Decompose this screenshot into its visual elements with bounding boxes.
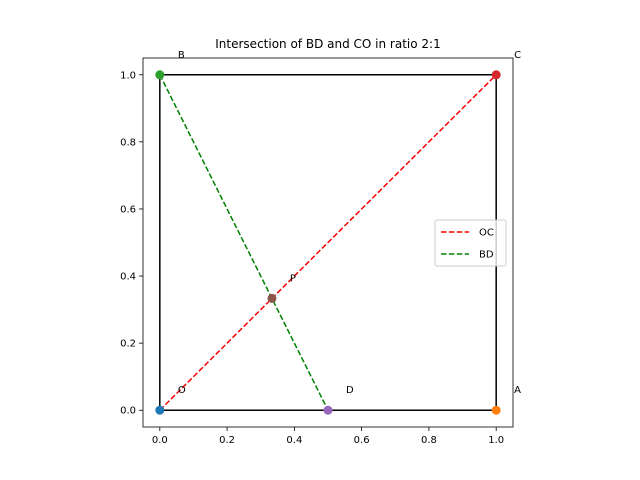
y-axis: 0.0 0.2 0.4 0.6 0.8 1.0 [120, 70, 143, 417]
legend-label-oc: OC [479, 228, 494, 239]
point-a [491, 405, 501, 415]
y-tick-label: 0.4 [120, 272, 136, 283]
point-b [155, 70, 165, 80]
point-d [323, 405, 333, 415]
point-label-c: C [514, 50, 521, 61]
series-bd-line [159, 74, 329, 411]
point-label-p: P [290, 273, 296, 284]
point-label-b: B [178, 50, 185, 61]
plot-area: O A B C D P [155, 50, 521, 415]
y-tick-label: 0.8 [120, 137, 136, 148]
point-label-o: O [178, 385, 186, 396]
y-tick-label: 0.6 [120, 204, 136, 215]
chart-title: Intersection of BD and CO in ratio 2:1 [215, 37, 440, 51]
legend-box [434, 219, 507, 267]
y-tick-label: 1.0 [120, 70, 136, 81]
point-p [267, 293, 277, 303]
point-label-d: D [346, 385, 354, 396]
y-tick-label: 0.2 [120, 339, 136, 350]
point-o [155, 405, 165, 415]
x-tick-label: 0.8 [421, 435, 437, 446]
x-axis: 0.0 0.2 0.4 0.6 0.8 1.0 [152, 427, 504, 446]
x-tick-label: 0.4 [286, 435, 302, 446]
series-oc-line [159, 74, 497, 411]
x-tick-label: 0.2 [219, 435, 235, 446]
y-tick-label: 0.0 [120, 406, 136, 417]
x-tick-label: 0.0 [152, 435, 168, 446]
point-c [491, 70, 501, 80]
legend: OC BD [434, 219, 507, 267]
axes-frame [142, 57, 514, 428]
x-tick-label: 1.0 [488, 435, 504, 446]
x-tick-label: 0.6 [354, 435, 370, 446]
legend-label-bd: BD [479, 250, 494, 261]
point-label-a: A [514, 385, 521, 396]
